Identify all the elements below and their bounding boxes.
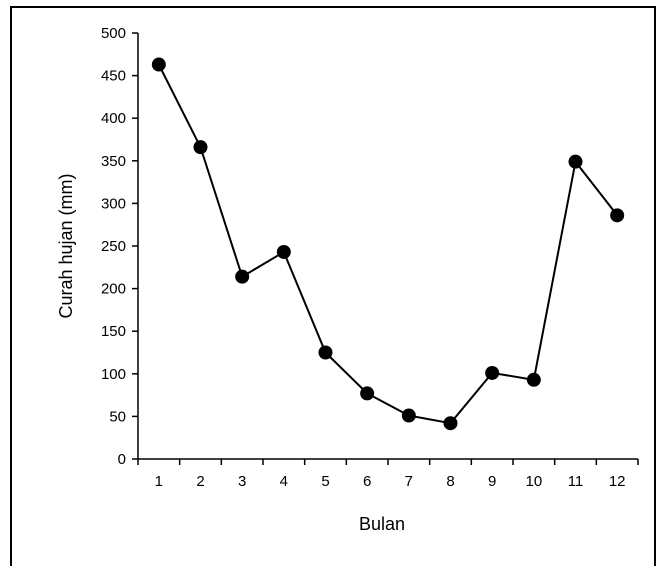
x-axis-ticks: 1 2 3 4 5 6 7 8 9 10 11 12 [137,459,639,490]
series-line [157,64,618,425]
y-tick-label: 500 [101,25,126,42]
data-point [526,372,541,387]
y-axis-title: Curah hujan (mm) [56,173,76,318]
x-tick-label: 9 [488,473,496,490]
data-point [360,386,375,401]
y-tick-label: 50 [109,408,126,425]
x-tick-label: 3 [238,473,246,490]
x-tick-label: 8 [446,473,454,490]
y-tick-label: 450 [101,68,126,85]
y-axis-ticks: 0 50 100 150 200 250 300 350 400 450 500 [101,25,138,468]
x-tick-label: 12 [609,473,626,490]
data-point [610,208,625,223]
data-point [276,244,291,259]
x-tick-label: 10 [525,473,542,490]
y-tick-label: 250 [101,238,126,255]
chart-frame [10,6,656,566]
x-tick-label: 2 [196,473,204,490]
y-tick-label: 150 [101,323,126,340]
data-point [485,365,500,380]
x-tick-label: 6 [363,473,371,490]
data-point [401,408,416,423]
data-point [568,154,583,169]
y-tick-label: 100 [101,366,126,383]
x-tick-label: 5 [321,473,329,490]
x-tick-label: 7 [405,473,413,490]
data-point [318,345,333,360]
data-point [235,269,250,284]
axes [137,33,638,460]
data-point [443,416,458,431]
series-markers [151,57,625,431]
x-tick-label: 11 [568,473,584,490]
y-tick-label: 200 [101,281,126,298]
y-tick-label: 0 [118,451,126,468]
y-tick-label: 300 [101,195,126,212]
y-tick-label: 400 [101,110,126,127]
x-tick-label: 1 [155,473,163,490]
x-axis-title: Bulan [359,514,405,534]
data-point [151,57,166,72]
data-point [193,140,208,155]
y-tick-label: 350 [101,153,126,170]
x-tick-label: 4 [280,473,288,490]
